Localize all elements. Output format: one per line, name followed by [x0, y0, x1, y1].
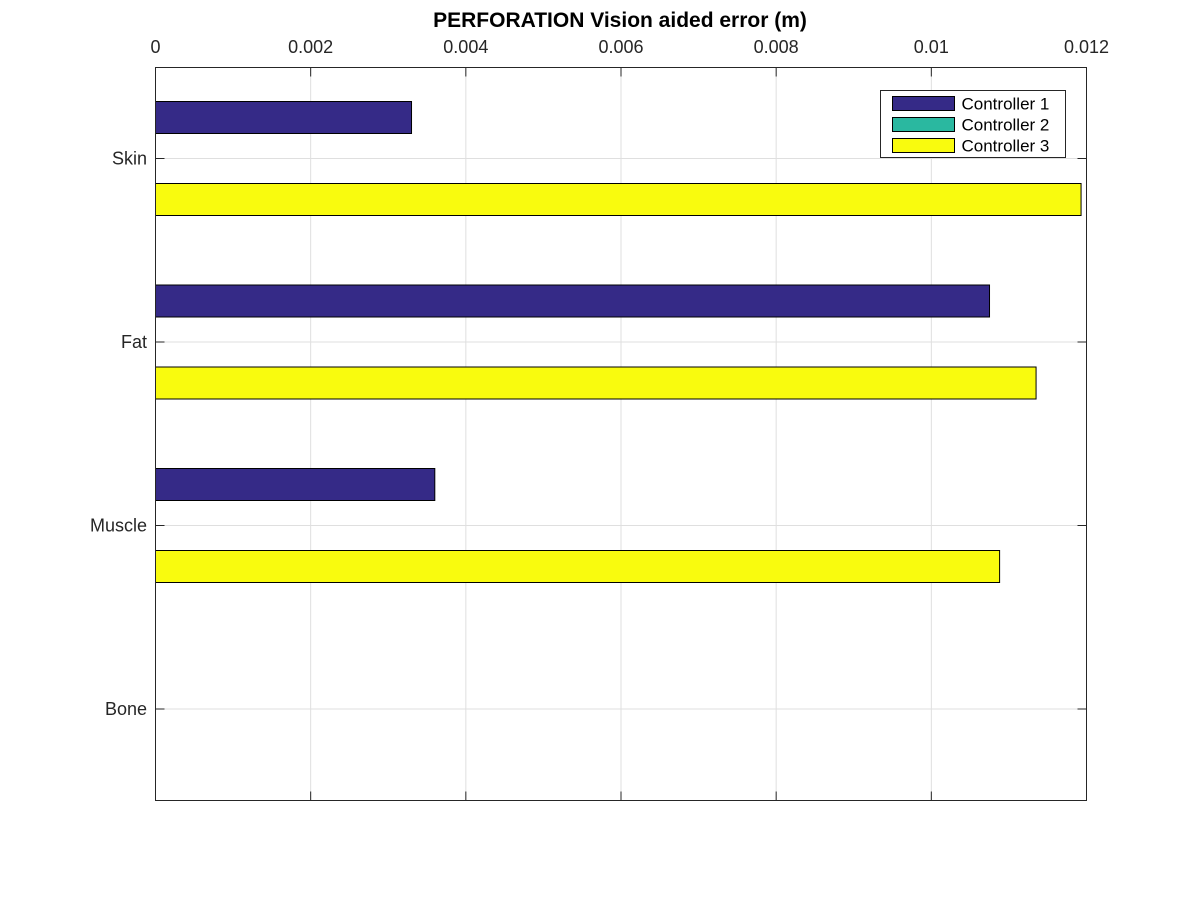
- bars: [155, 101, 1082, 583]
- x-tick-label: 0.004: [443, 37, 488, 57]
- bar-controller-3-muscle: [155, 550, 1001, 583]
- y-tick-label-muscle: Muscle: [90, 516, 147, 536]
- y-tick-label-bone: Bone: [105, 699, 147, 719]
- bar-controller-3-fat: [155, 366, 1037, 400]
- legend: Controller 1 Controller 2 Controller 3: [880, 90, 1066, 158]
- bar-controller-1-fat: [155, 284, 991, 318]
- bar-controller-3-skin: [155, 183, 1082, 216]
- x-tick-label: 0: [150, 37, 160, 57]
- legend-swatch-controller-3: [892, 138, 955, 153]
- x-tick-label: 0.006: [598, 37, 643, 57]
- legend-label-controller-3: Controller 3: [962, 137, 1050, 156]
- bar-controller-1-skin: [155, 101, 413, 134]
- x-tick-label: 0.012: [1064, 37, 1109, 57]
- y-tick-label-fat: Fat: [121, 332, 147, 352]
- x-tick-label: 0.008: [754, 37, 799, 57]
- bar-controller-1-muscle: [155, 468, 436, 501]
- legend-swatch-controller-1: [892, 96, 955, 111]
- legend-label-controller-2: Controller 2: [962, 116, 1050, 135]
- x-tick-label: 0.002: [288, 37, 333, 57]
- legend-swatch-controller-2: [892, 117, 955, 132]
- axes: 0 0.002 0.004 0.006 0.008 0.01 0.012 Skin Fat Mus…: [90, 37, 1109, 801]
- chart-title: PERFORATION Vision aided error (m): [433, 9, 807, 32]
- y-tick-label-skin: Skin: [112, 149, 147, 169]
- x-tick-label: 0.01: [914, 37, 949, 57]
- legend-label-controller-1: Controller 1: [962, 95, 1050, 114]
